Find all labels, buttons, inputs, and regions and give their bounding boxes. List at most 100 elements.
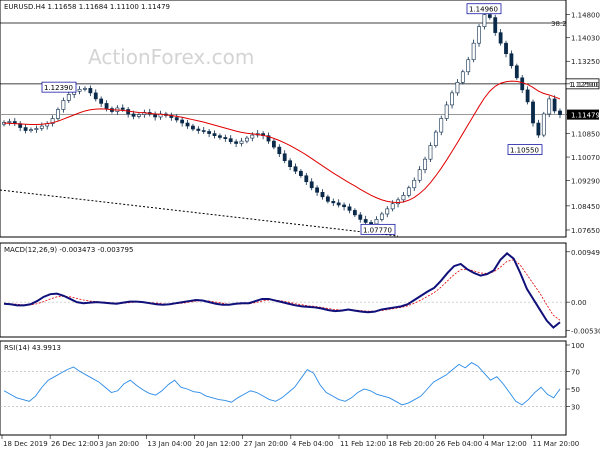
rsi-tick-label-2: 50 (571, 386, 580, 394)
candle-body-11 (61, 100, 66, 110)
candle-body-102 (552, 98, 557, 112)
level-label-0: 38.2 (551, 20, 567, 28)
price-tick-label-5: 1.10850 (571, 131, 600, 139)
candle-body-41 (223, 137, 228, 139)
price-tick-label-0: 1.14800 (571, 12, 600, 20)
candle-body-17 (93, 92, 98, 100)
candle-body-55 (298, 170, 303, 177)
candle-body-66 (358, 214, 363, 220)
candle-body-90 (487, 14, 492, 18)
macd-plot (0, 252, 566, 329)
candle-body-75 (406, 187, 411, 196)
rsi-panel (0, 340, 567, 436)
trendline-group (0, 189, 399, 237)
candle-body-22 (120, 107, 125, 110)
candle-body-60 (325, 196, 330, 202)
macd-tick-label-1: 0.00 (571, 299, 587, 307)
candle-body-99 (536, 122, 541, 136)
macd-line (3, 252, 561, 329)
candle-body-61 (331, 201, 336, 204)
rsi-panel-title: RSI(14) 43.9913 (4, 344, 61, 352)
macd-panel-title: MACD(12,26,9) -0.003473 -0.003795 (4, 246, 133, 254)
price-annotations: 1.12390 1.14960 1.10550 1.07770 (41, 3, 543, 235)
candle-body-69 (374, 219, 379, 225)
price-axis: 1.14800 1.14030 1.13250 1.12500 1.11479 1.108… (566, 12, 600, 235)
candle-body-14 (77, 88, 82, 92)
macd-panel (0, 242, 567, 338)
candle-body-18 (99, 98, 104, 104)
candle-body-67 (363, 219, 368, 223)
candle-body-85 (460, 71, 465, 83)
macd-tick-label-0: 0.009495 (571, 249, 600, 257)
candle-body-56 (304, 175, 309, 183)
candle-body-98 (531, 101, 535, 124)
candle-body-82 (444, 104, 449, 119)
candle-body-76 (412, 179, 417, 189)
candle-body-93 (504, 42, 508, 55)
candle-body-25 (137, 114, 141, 117)
macd-tick-label-2: -0.005309 (571, 327, 600, 335)
candle-body-33 (180, 119, 185, 124)
price-tick-label-1: 1.14030 (571, 35, 600, 43)
candle-body-39 (212, 133, 217, 136)
dotted-trendline (0, 189, 399, 237)
candle-body-78 (423, 158, 427, 171)
ma-polyline (3, 80, 561, 204)
candle-body-57 (309, 181, 314, 189)
candle-body-87 (471, 42, 476, 61)
x-tick-label-2: 3 Jan 20:00 (99, 440, 139, 448)
annotation-box-0 (41, 81, 77, 93)
macd-axis: 0.009495 0.00 -0.005309 (566, 249, 600, 335)
candle-body-89 (482, 14, 487, 27)
candle-body-103 (558, 110, 562, 115)
annotation-label-0: 1.12390 (44, 84, 73, 92)
annotation-label-2: 1.10550 (510, 147, 539, 155)
candle-body-63 (342, 204, 346, 208)
candle-body-9 (50, 118, 55, 124)
rsi-plot (0, 362, 566, 407)
candle-body-53 (288, 160, 292, 168)
candle-body-1 (7, 121, 12, 123)
candle-body-92 (498, 32, 503, 44)
candle-body-77 (417, 169, 422, 181)
price-tick-label-8: 1.08450 (571, 203, 600, 211)
candle-body-38 (207, 131, 212, 134)
candle-body-84 (455, 82, 460, 94)
candle-body-40 (218, 135, 222, 138)
candle-body-42 (228, 138, 233, 142)
candle-body-5 (29, 129, 33, 131)
candle-body-59 (320, 192, 325, 198)
candle-body-88 (477, 26, 481, 44)
price-tick-label-4: 1.11479 (571, 112, 600, 120)
price-tick-label-6: 1.10070 (571, 154, 600, 162)
candle-body-79 (428, 145, 433, 160)
candle-body-70 (379, 213, 384, 220)
candle-body-24 (131, 113, 136, 117)
candle-body-72 (390, 203, 395, 210)
annotation-label-3: 1.07770 (363, 226, 392, 234)
candle-body-15 (83, 88, 87, 90)
x-tick-label-10: 4 Mar 12:00 (484, 440, 526, 448)
candle-body-81 (439, 118, 444, 133)
candle-body-23 (126, 109, 131, 115)
price-tick-label-3: 1.12500 (571, 81, 600, 89)
x-tick-label-7: 11 Feb 12:00 (340, 440, 386, 448)
annotation-label-1: 1.14960 (469, 6, 498, 14)
candle-body-80 (433, 131, 438, 146)
candle-body-7 (39, 125, 44, 129)
candle-body-54 (293, 166, 298, 172)
candle-body-45 (245, 137, 249, 142)
level-label-1: 1.12500 (569, 81, 598, 89)
x-axis: 18 Dec 2019 26 Dec 12:00 3 Jan 20:00 13 Jan… (1, 435, 579, 448)
price-panel (0, 0, 567, 238)
candle-body-96 (520, 77, 525, 91)
candle-body-64 (347, 206, 352, 211)
candle-body-49 (266, 135, 271, 142)
x-tick-label-3: 13 Jan 04:00 (147, 440, 191, 448)
candle-body-62 (336, 202, 341, 206)
candle-body-16 (88, 88, 93, 94)
candle-body-37 (201, 130, 206, 132)
annotation-box-3 (360, 223, 396, 235)
x-tick-label-1: 26 Dec 12:00 (51, 440, 98, 448)
